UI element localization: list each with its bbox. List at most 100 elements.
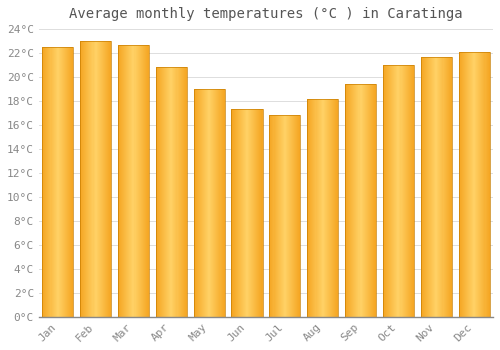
Bar <box>126 45 127 317</box>
Bar <box>409 65 410 317</box>
Bar <box>298 116 300 317</box>
Bar <box>232 110 234 317</box>
Bar <box>282 116 283 317</box>
Bar <box>274 116 276 317</box>
Bar <box>347 84 348 317</box>
Bar <box>64 47 65 317</box>
Bar <box>394 65 396 317</box>
Bar <box>471 52 472 317</box>
Bar <box>220 89 222 317</box>
Bar <box>258 110 260 317</box>
Bar <box>103 41 104 317</box>
Bar <box>142 45 143 317</box>
Bar <box>310 99 312 317</box>
Bar <box>408 65 409 317</box>
Bar <box>435 57 436 317</box>
Bar <box>291 116 292 317</box>
Bar <box>448 57 450 317</box>
Bar <box>385 65 386 317</box>
Bar <box>205 89 206 317</box>
Bar <box>307 99 338 317</box>
Bar <box>174 68 176 317</box>
Title: Average monthly temperatures (°C ) in Caratinga: Average monthly temperatures (°C ) in Ca… <box>69 7 462 21</box>
Bar <box>102 41 103 317</box>
Bar <box>375 84 376 317</box>
Bar <box>124 45 125 317</box>
Bar <box>308 99 310 317</box>
Bar <box>118 45 149 317</box>
Bar <box>392 65 393 317</box>
Bar <box>42 47 43 317</box>
Bar <box>123 45 124 317</box>
Bar <box>296 116 298 317</box>
Bar <box>276 116 278 317</box>
Bar <box>421 57 422 317</box>
Bar <box>246 110 247 317</box>
Bar <box>329 99 330 317</box>
Bar <box>336 99 337 317</box>
Bar <box>384 65 385 317</box>
Bar <box>280 116 282 317</box>
Bar <box>108 41 109 317</box>
Bar <box>488 52 490 317</box>
Bar <box>132 45 134 317</box>
Bar <box>101 41 102 317</box>
Bar <box>427 57 428 317</box>
Bar <box>52 47 54 317</box>
Bar <box>186 68 187 317</box>
Bar <box>450 57 451 317</box>
Bar <box>348 84 349 317</box>
Bar <box>206 89 207 317</box>
Bar <box>184 68 186 317</box>
Bar <box>241 110 242 317</box>
Bar <box>469 52 470 317</box>
Bar <box>180 68 182 317</box>
Bar <box>81 41 82 317</box>
Bar <box>240 110 241 317</box>
Bar <box>214 89 216 317</box>
Bar <box>444 57 446 317</box>
Bar <box>295 116 296 317</box>
Bar <box>204 89 205 317</box>
Bar <box>430 57 431 317</box>
Bar <box>251 110 252 317</box>
Bar <box>352 84 354 317</box>
Bar <box>209 89 210 317</box>
Bar <box>244 110 245 317</box>
Bar <box>396 65 398 317</box>
Bar <box>164 68 165 317</box>
Bar <box>148 45 149 317</box>
Bar <box>287 116 288 317</box>
Bar <box>410 65 411 317</box>
Bar <box>413 65 414 317</box>
Bar <box>118 45 119 317</box>
Bar <box>478 52 480 317</box>
Bar <box>243 110 244 317</box>
Bar <box>260 110 262 317</box>
Bar <box>374 84 375 317</box>
Bar <box>146 45 147 317</box>
Bar <box>451 57 452 317</box>
Bar <box>438 57 440 317</box>
Bar <box>412 65 413 317</box>
Bar <box>434 57 435 317</box>
Bar <box>431 57 432 317</box>
Bar <box>67 47 68 317</box>
Bar <box>212 89 214 317</box>
Bar <box>346 84 347 317</box>
Bar <box>462 52 464 317</box>
Bar <box>358 84 360 317</box>
Bar <box>144 45 145 317</box>
Bar <box>288 116 289 317</box>
Bar <box>88 41 90 317</box>
Bar <box>199 89 200 317</box>
Bar <box>119 45 120 317</box>
Bar <box>331 99 332 317</box>
Bar <box>356 84 358 317</box>
Bar <box>201 89 202 317</box>
Bar <box>125 45 126 317</box>
Bar <box>238 110 240 317</box>
Bar <box>56 47 58 317</box>
Bar <box>109 41 110 317</box>
Bar <box>249 110 250 317</box>
